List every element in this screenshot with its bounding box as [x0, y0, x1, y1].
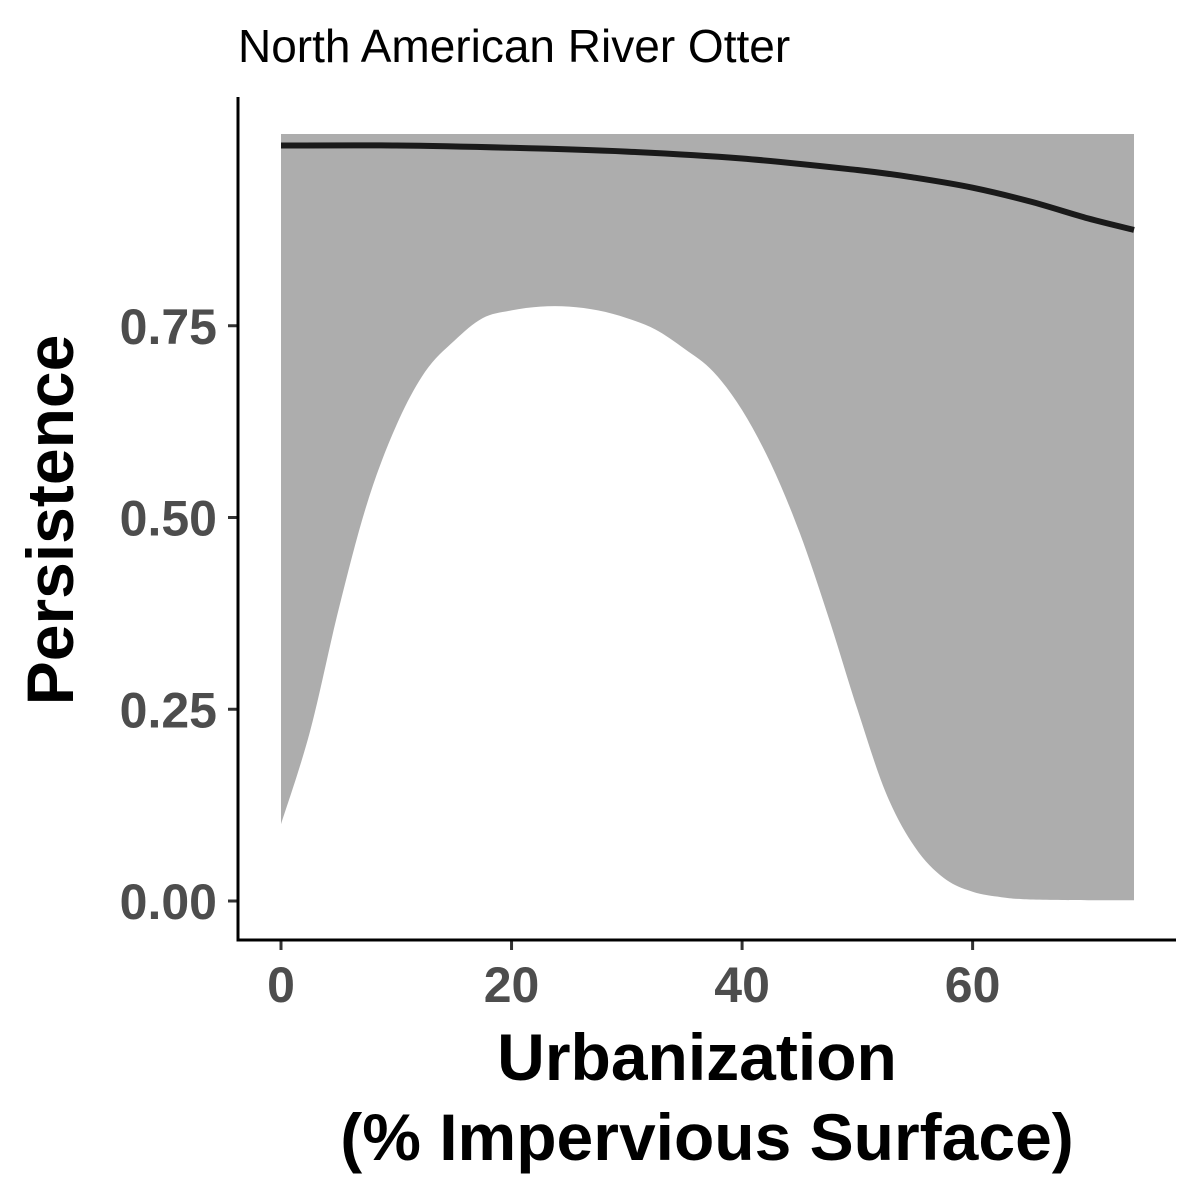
x-tick-label: 0	[267, 957, 295, 1013]
x-tick-label: 20	[484, 957, 540, 1013]
plot-area	[280, 134, 1135, 901]
x-tick-label: 60	[945, 957, 1001, 1013]
confidence-ribbon	[281, 134, 1134, 901]
y-axis-ticks: 0.00 0.25 0.50 0.75	[120, 299, 238, 930]
chart-title: North American River Otter	[238, 20, 790, 72]
y-axis-title: Persistence	[13, 335, 87, 706]
x-axis-title-line-2: (% Impervious Surface)	[340, 1100, 1074, 1174]
y-tick-label: 0.75	[120, 299, 217, 355]
x-axis-ticks: 0 20 40 60	[267, 940, 1000, 1013]
y-tick-label: 0.25	[120, 682, 217, 738]
y-tick-label: 0.00	[120, 874, 217, 930]
x-tick-label: 40	[714, 957, 770, 1013]
y-tick-label: 0.50	[120, 491, 217, 547]
prediction-line	[280, 142, 1135, 233]
x-axis-title-line-1: Urbanization	[497, 1020, 897, 1094]
